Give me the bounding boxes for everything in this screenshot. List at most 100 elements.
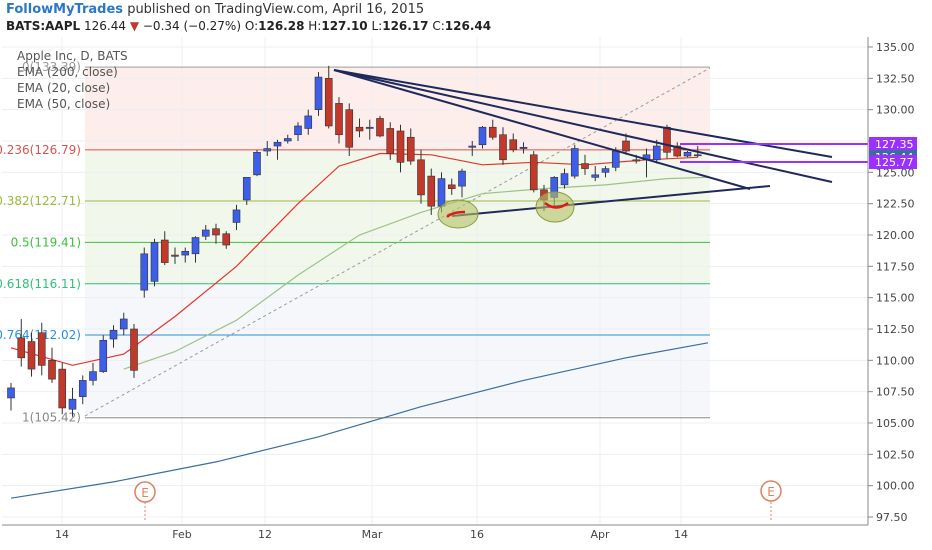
close-value: 126.44 xyxy=(444,19,492,33)
event-badge-2-letter: E xyxy=(767,485,775,499)
low-value: 126.17 xyxy=(382,19,429,33)
candle-body xyxy=(119,318,128,330)
candle-body xyxy=(242,177,251,201)
candle xyxy=(396,124,405,173)
candle-body xyxy=(376,118,384,137)
candle xyxy=(212,223,220,244)
candle xyxy=(140,247,149,298)
trendline-3[interactable] xyxy=(333,69,751,190)
trendlines xyxy=(333,69,833,217)
candle xyxy=(160,231,169,266)
legend-ema200[interactable]: EMA (200, close) xyxy=(17,65,118,79)
candle-body xyxy=(160,239,169,263)
candle-body xyxy=(673,145,682,157)
candle-body xyxy=(509,139,518,151)
legend-ema50[interactable]: EMA (50, close) xyxy=(17,97,110,111)
purple-lines xyxy=(680,143,868,163)
candle xyxy=(37,322,46,376)
candle xyxy=(427,168,436,215)
candle xyxy=(581,154,589,175)
candle xyxy=(324,65,333,129)
candle xyxy=(171,247,179,264)
high-value: 127.10 xyxy=(321,19,368,33)
candle xyxy=(365,119,374,140)
y-tick-label: 100.00 xyxy=(876,480,915,493)
chart-header: FollowMyTrades published on TradingView.… xyxy=(0,0,932,36)
author-link[interactable]: FollowMyTrades xyxy=(6,2,124,17)
candle-body xyxy=(488,126,497,138)
fib-label: 0.382(122.71) xyxy=(0,194,81,208)
candle xyxy=(417,149,425,204)
legend-ema20[interactable]: EMA (20, close) xyxy=(17,81,110,95)
support-line[interactable] xyxy=(451,185,771,217)
highlight-ellipse-1 xyxy=(437,199,479,229)
candle-body xyxy=(273,141,282,147)
candle-body xyxy=(314,76,323,110)
event-badge-2[interactable] xyxy=(760,480,782,502)
candle-body xyxy=(611,150,620,168)
price-change: −0.34 (−0.27%) xyxy=(142,19,242,33)
candle xyxy=(89,362,97,386)
candle-body xyxy=(570,148,579,177)
candle xyxy=(478,125,487,149)
candle-body xyxy=(263,148,272,152)
high-label: H: xyxy=(308,19,322,33)
candle-body xyxy=(191,237,200,255)
candle-body xyxy=(406,136,415,162)
open-label: O: xyxy=(244,19,259,33)
ema-50-line xyxy=(123,176,709,370)
candle xyxy=(335,97,343,144)
ema-200-line xyxy=(10,342,709,499)
candle xyxy=(130,323,138,378)
candle-body xyxy=(499,134,507,161)
x-tick-label: 14 xyxy=(55,528,69,541)
candle xyxy=(345,103,354,157)
candle-body xyxy=(222,233,231,246)
candle xyxy=(232,204,241,230)
candle-body xyxy=(89,371,97,381)
candle xyxy=(509,133,518,153)
candle xyxy=(119,312,128,336)
fib-label: 0.618(116.11) xyxy=(0,277,81,291)
candle-body xyxy=(27,341,36,370)
price-labels: 127.35126.44125.77 xyxy=(869,137,917,169)
candle-body xyxy=(468,145,477,148)
candle-body xyxy=(560,173,569,186)
candle-body xyxy=(212,228,220,236)
candle xyxy=(58,362,67,415)
price-label-box xyxy=(869,155,917,169)
candle xyxy=(181,247,190,263)
y-tick-label: 130.00 xyxy=(876,104,915,117)
candle xyxy=(314,72,323,116)
trendline-2[interactable] xyxy=(333,69,833,183)
y-tick-label: 122.50 xyxy=(876,198,915,211)
candle-body xyxy=(355,126,364,132)
candle xyxy=(386,122,395,160)
candle-body xyxy=(58,368,67,409)
candle xyxy=(683,151,692,158)
candle-body xyxy=(396,130,405,163)
down-arrow-icon: ▼ xyxy=(129,19,140,33)
candle-body xyxy=(324,78,333,127)
candle xyxy=(468,141,477,157)
candle-body xyxy=(601,168,610,173)
candle xyxy=(273,139,282,160)
close-label: C: xyxy=(432,19,445,33)
candle-body xyxy=(683,151,692,157)
event-badge-1[interactable] xyxy=(134,481,156,503)
candle-body xyxy=(427,175,436,207)
candle xyxy=(68,387,77,417)
y-tick-label: 102.50 xyxy=(876,448,915,461)
candle xyxy=(283,134,292,144)
candle xyxy=(109,325,118,348)
x-tick-label: 14 xyxy=(674,528,688,541)
candle-body xyxy=(201,229,210,237)
candle xyxy=(304,109,313,135)
trendline-1[interactable] xyxy=(333,69,833,158)
candle-body xyxy=(181,250,190,256)
y-tick-label: 135.00 xyxy=(876,41,915,54)
legend: Apple Inc, D, BATS EMA (200, close) EMA … xyxy=(17,49,128,111)
y-axis: 135.00132.50130.00127.50125.00122.50120.… xyxy=(867,37,932,525)
candle xyxy=(294,122,302,141)
